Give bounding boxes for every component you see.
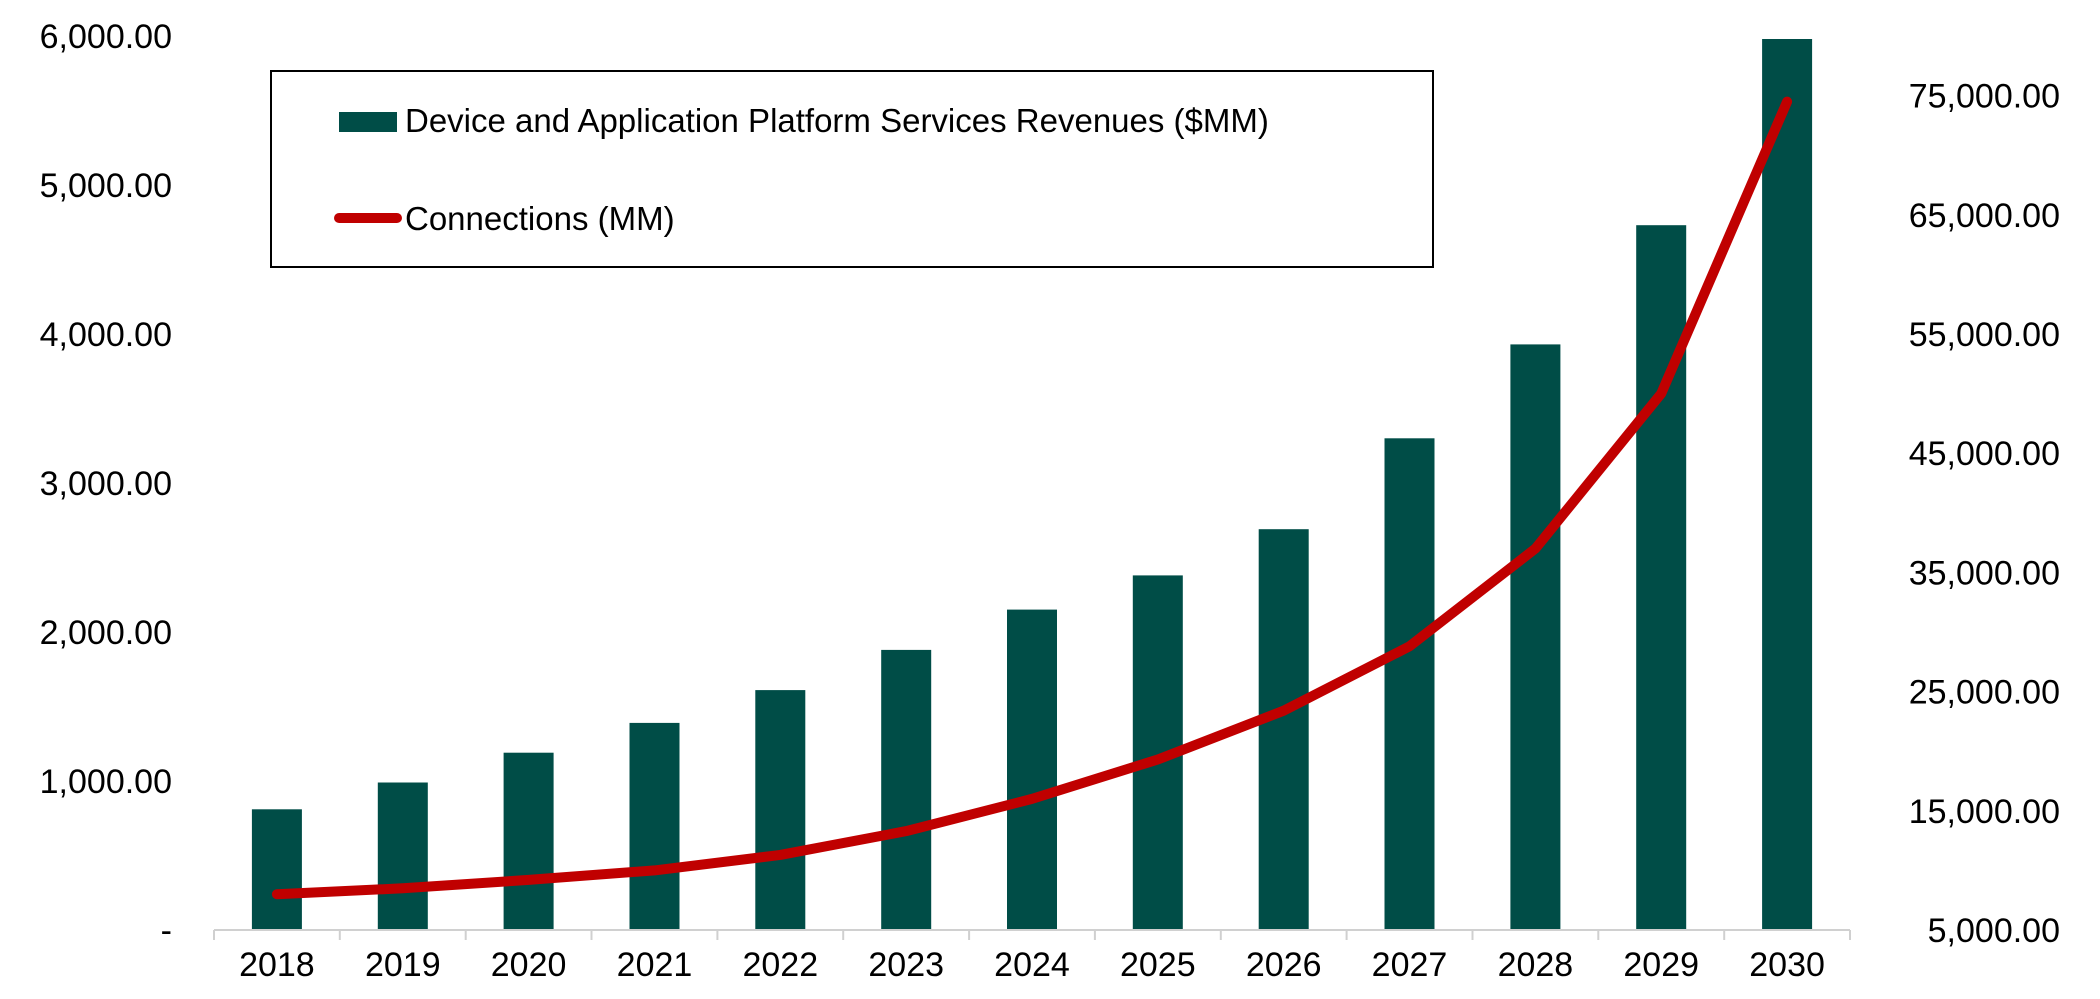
connections-point-2026: [1282, 709, 1285, 712]
x-tick-label-2025: 2025: [1120, 946, 1196, 984]
bar-2027: [1384, 438, 1435, 930]
x-tick-label-2019: 2019: [365, 946, 441, 984]
y-left-tick-label: -: [161, 912, 172, 950]
x-tick-label-2030: 2030: [1749, 946, 1825, 984]
y-left-tick-label: 2,000.00: [40, 614, 172, 652]
connections-point-2029: [1660, 392, 1663, 395]
bar-2019: [377, 782, 428, 930]
x-ticks-layer: 2018 2019 2020 2021 2022 2023 2024 2025 2026 2027…: [213, 930, 1851, 984]
y-right-tick-label: 25,000.00: [1909, 674, 2060, 712]
legend-box: [270, 70, 1434, 268]
y-right-tick-label: 45,000.00: [1909, 435, 2060, 473]
legend-label-connections: Connections (MM): [405, 200, 675, 237]
y-right-tick-label: 35,000.00: [1909, 554, 2060, 592]
connections-point-2022: [779, 853, 782, 856]
x-tick-label-2024: 2024: [994, 946, 1070, 984]
bar-2024: [1007, 609, 1057, 930]
x-tick-label-2018: 2018: [239, 946, 315, 984]
connections-point-2018: [275, 893, 278, 896]
legend-bar-swatch: [339, 112, 397, 132]
connections-point-2023: [905, 830, 908, 833]
connections-point-2019: [401, 887, 404, 890]
connections-point-2021: [653, 869, 656, 872]
y-right-tick-label: 65,000.00: [1909, 197, 2060, 235]
x-tick-label-2029: 2029: [1623, 946, 1699, 984]
bar-2026: [1258, 529, 1309, 930]
x-tick-label-2028: 2028: [1498, 946, 1574, 984]
y-right-tick-label: 55,000.00: [1909, 316, 2060, 354]
bars-layer: [251, 39, 1813, 930]
connections-point-2024: [1031, 797, 1033, 800]
connections-point-2030: [1786, 100, 1789, 103]
x-tick-label-2022: 2022: [742, 946, 818, 984]
left-axis-layer: - 1,000.00 2,000.00 3,000.00 4,000.00 5,000.0…: [40, 18, 172, 950]
x-tick-label-2026: 2026: [1246, 946, 1322, 984]
line-layer: [271, 96, 1793, 900]
bar-2018: [251, 809, 302, 930]
x-tick-label-2027: 2027: [1372, 946, 1448, 984]
connections-point-2025: [1156, 758, 1159, 761]
connections-point-2028: [1534, 547, 1537, 550]
right-axis-layer: 5,000.00 15,000.00 25,000.00 35,000.00 45,00…: [1909, 78, 2060, 950]
y-left-tick-label: 5,000.00: [40, 167, 172, 205]
bar-2029: [1636, 225, 1687, 930]
x-tick-label-2023: 2023: [868, 946, 944, 984]
y-left-tick-label: 3,000.00: [40, 465, 172, 503]
x-tick-label-2020: 2020: [491, 946, 567, 984]
legend: Device and Application Platform Services…: [270, 70, 1434, 268]
y-left-tick-label: 1,000.00: [40, 763, 172, 801]
connections-point-2020: [527, 878, 530, 881]
bar-2022: [755, 690, 806, 930]
y-right-tick-label: 75,000.00: [1909, 78, 2060, 116]
bar-2028: [1510, 344, 1561, 930]
y-right-tick-label: 5,000.00: [1928, 912, 2060, 950]
y-left-tick-label: 6,000.00: [40, 18, 172, 56]
bar-2023: [881, 649, 932, 930]
y-left-tick-label: 4,000.00: [40, 316, 172, 354]
connections-point-2027: [1408, 645, 1411, 648]
bar-2030: [1762, 39, 1813, 930]
x-tick-label-2021: 2021: [617, 946, 693, 984]
legend-label-revenues: Device and Application Platform Services…: [405, 102, 1269, 139]
y-right-tick-label: 15,000.00: [1909, 793, 2060, 831]
bar-2021: [629, 722, 680, 930]
bar-2020: [503, 752, 554, 930]
